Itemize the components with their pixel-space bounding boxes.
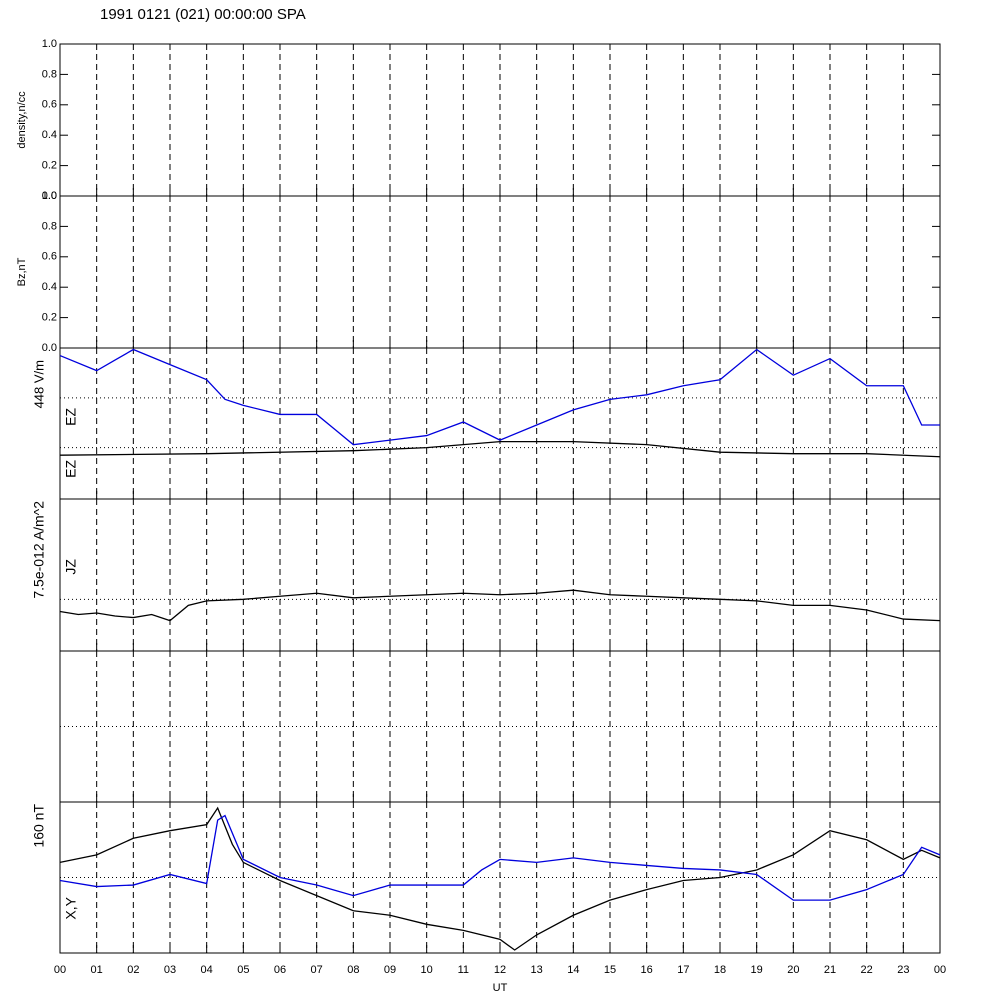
y-tick-label: 0.0 [42,190,57,202]
x-tick-label: 06 [274,964,286,976]
y-tick-label: 1.0 [42,190,57,202]
x-tick-label: 00 [934,964,946,976]
x-tick-label: 14 [567,964,579,976]
x-tick-label: 15 [604,964,616,976]
y-tick-label: 0.8 [42,68,57,80]
x-tick-label: 01 [91,964,103,976]
panel-label: 160 nT [31,804,47,848]
x-tick-label: 08 [347,964,359,976]
x-tick-label: 12 [494,964,506,976]
x-tick-label: 16 [641,964,653,976]
x-tick-label: 10 [421,964,433,976]
x-tick-label: 23 [897,964,909,976]
x-tick-label: 20 [787,964,799,976]
y-tick-label: 0.2 [42,160,57,172]
panel-label: X,Y [63,896,79,919]
y-label: Bz,nT [16,257,28,286]
y-tick-label: 0.6 [42,251,57,263]
x-tick-label: 03 [164,964,176,976]
y-tick-label: 1.0 [42,38,57,50]
x-tick-label: 19 [751,964,763,976]
x-tick-label: 21 [824,964,836,976]
data-line [59,440,941,458]
x-tick-label: 07 [311,964,323,976]
x-label: UT [493,982,508,994]
y-tick-label: 0.2 [42,312,57,324]
y-tick-label: 0.4 [42,129,57,141]
x-tick-label: 18 [714,964,726,976]
data-line [59,814,941,901]
data-line [59,806,941,951]
data-line [59,589,941,622]
y-label: density,n/cc [16,91,28,149]
title: 1991 0121 (021) 00:00:00 SPA [100,6,306,23]
panel-label: JZ [63,559,79,575]
y-tick-label: 0.4 [42,281,57,293]
x-tick-label: 22 [861,964,873,976]
x-tick-label: 02 [127,964,139,976]
x-tick-label: 13 [531,964,543,976]
y-tick-label: 0.6 [42,99,57,111]
data-line [59,348,940,446]
panel-label: EZ [63,408,79,426]
x-tick-label: 17 [677,964,689,976]
y-tick-label: 0.0 [42,342,57,354]
x-tick-label: 11 [458,964,469,976]
panel-label: EZ [63,460,79,478]
x-tick-label: 09 [384,964,396,976]
y-tick-label: 0.8 [42,220,57,232]
panel-label: 448 V/m [31,360,46,408]
x-tick-label: 04 [201,964,213,976]
x-tick-label: 05 [237,964,249,976]
x-tick-label: 00 [54,964,66,976]
panel-label: 7.5e-012 A/m^2 [31,501,47,599]
